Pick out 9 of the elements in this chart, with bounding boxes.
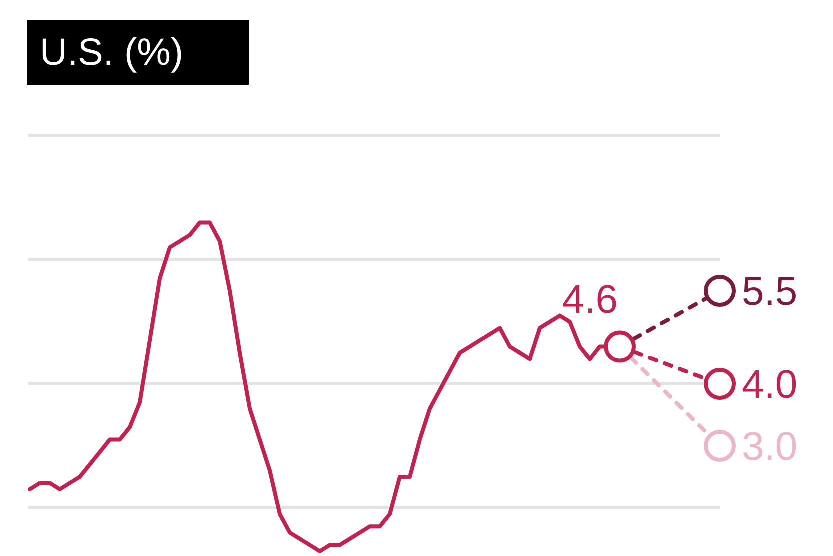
point bbox=[704, 275, 736, 307]
point bbox=[704, 368, 736, 400]
point bbox=[604, 330, 636, 363]
data-label: 4.0 bbox=[742, 363, 798, 407]
point bbox=[704, 430, 736, 462]
data-label: 4.6 bbox=[562, 278, 618, 322]
data-label: 3.0 bbox=[742, 425, 798, 469]
chart-title: U.S. (%) bbox=[40, 32, 184, 74]
data-label: 5.5 bbox=[742, 270, 798, 314]
